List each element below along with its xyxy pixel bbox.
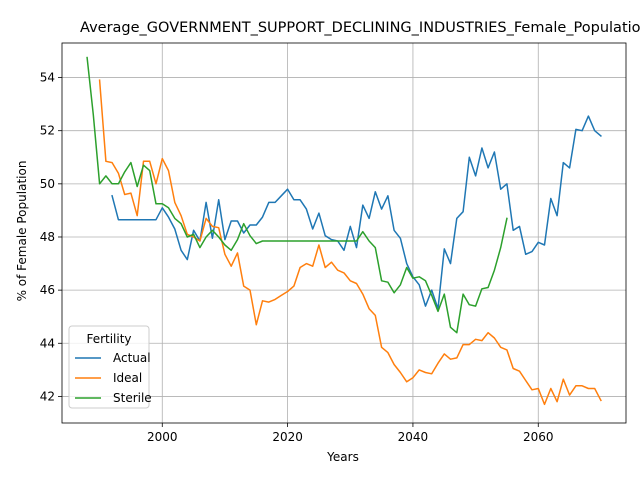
x-tick-label: 2040 bbox=[398, 430, 429, 444]
x-tick-label: 2020 bbox=[272, 430, 303, 444]
y-tick-label: 52 bbox=[40, 124, 55, 138]
legend-entry-sterile: Sterile bbox=[113, 391, 152, 405]
chart-title: Average_GOVERNMENT_SUPPORT_DECLINING_IND… bbox=[80, 20, 640, 36]
legend: Fertility Actual Ideal Sterile bbox=[69, 326, 152, 408]
y-tick-label: 50 bbox=[40, 177, 55, 191]
y-tick-label: 46 bbox=[40, 283, 55, 297]
y-tick-label: 54 bbox=[40, 71, 55, 85]
y-tick-label: 44 bbox=[40, 336, 55, 350]
y-axis-label: % of Female Population bbox=[15, 161, 29, 302]
legend-entry-ideal: Ideal bbox=[113, 371, 142, 385]
x-tick-label: 2000 bbox=[147, 430, 178, 444]
legend-title: Fertility bbox=[86, 332, 131, 346]
x-axis-label: Years bbox=[326, 450, 359, 464]
y-tick-label: 48 bbox=[40, 230, 55, 244]
legend-entry-actual: Actual bbox=[113, 351, 151, 365]
x-tick-label: 2060 bbox=[523, 430, 554, 444]
y-tick-label: 42 bbox=[40, 389, 55, 403]
